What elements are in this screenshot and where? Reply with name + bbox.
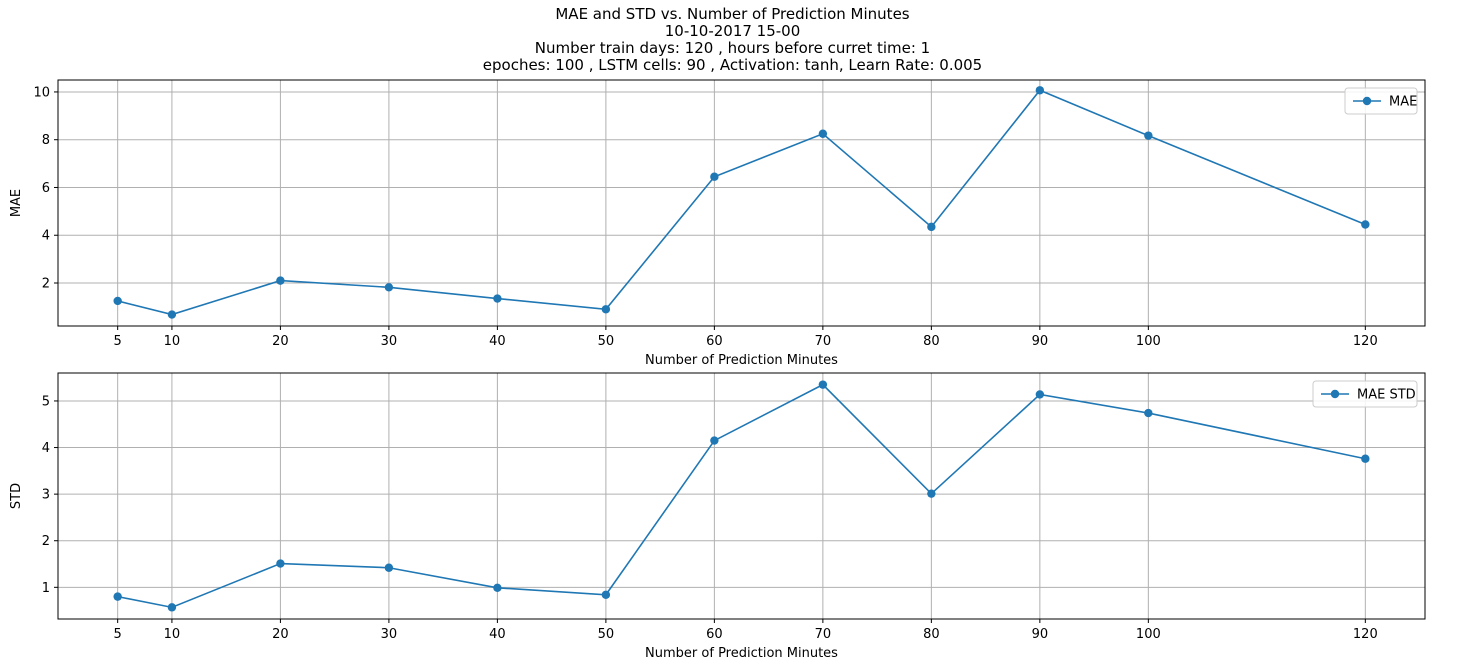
y-tick-label: 4 — [42, 229, 50, 244]
x-tick-label: 20 — [272, 627, 289, 642]
data-point — [276, 276, 285, 285]
x-tick-label: 70 — [815, 627, 832, 642]
data-point — [710, 436, 719, 445]
data-point — [601, 305, 611, 314]
x-tick-label: 100 — [1136, 334, 1161, 349]
y-tick-label: 1 — [42, 581, 50, 596]
x-tick-label: 10 — [164, 334, 181, 349]
data-point — [927, 489, 936, 498]
legend-label: MAE — [1389, 95, 1417, 110]
x-tick-label: 100 — [1136, 627, 1161, 642]
legend: MAE — [1344, 87, 1418, 115]
title-line-4: epoches: 100 , LSTM cells: 90 , Activati… — [482, 56, 983, 74]
x-axis-label: Number of Prediction Minutes — [645, 646, 838, 661]
axes-frame — [57, 79, 1426, 327]
legend-marker — [1330, 389, 1340, 399]
series-line — [117, 383, 1366, 609]
x-tick-label: 40 — [489, 334, 506, 349]
legend-label: MAE STD — [1357, 388, 1416, 403]
data-point — [1361, 454, 1370, 463]
data-point — [1144, 408, 1153, 418]
y-tick-label: 10 — [33, 85, 50, 100]
x-tick-label: 60 — [706, 334, 723, 349]
title-line-3: Number train days: 120 , hours before cu… — [534, 39, 931, 57]
y-axis-label: MAE — [9, 189, 24, 217]
series-line — [117, 89, 1366, 316]
data-point — [113, 592, 122, 601]
legend-marker — [1362, 96, 1372, 106]
x-tick-label: 5 — [114, 334, 122, 349]
data-point — [818, 380, 828, 389]
x-tick-label: 60 — [706, 627, 723, 642]
title-line-2: 10-10-2017 15-00 — [664, 22, 801, 40]
data-point — [167, 310, 177, 319]
x-tick-label: 10 — [164, 627, 181, 642]
x-tick-label: 90 — [1032, 334, 1049, 349]
x-tick-label: 120 — [1353, 334, 1378, 349]
y-tick-label: 4 — [42, 441, 50, 456]
x-tick-label: 90 — [1032, 627, 1049, 642]
x-tick-label: 40 — [489, 627, 506, 642]
y-tick-label: 3 — [42, 488, 50, 503]
subplot-1: 5 10 20 30 40 50 60 70 80 90 100 120 2 4 6 8 10 Number of… — [9, 79, 1426, 368]
title-line-1: MAE and STD vs. Number of Prediction Min… — [555, 5, 910, 23]
x-tick-label: 80 — [923, 627, 940, 642]
y-tick-label: 6 — [42, 181, 50, 196]
data-point — [493, 294, 502, 303]
x-tick-label: 70 — [815, 334, 832, 349]
x-tick-label: 5 — [114, 627, 122, 642]
y-axis-label: STD — [9, 483, 24, 509]
data-point — [113, 296, 122, 306]
data-point — [1035, 86, 1045, 95]
y-tick-label: 2 — [42, 277, 50, 292]
data-point — [276, 559, 285, 568]
subplot-2: 5 10 20 30 40 50 60 70 80 90 100 120 1 2 3 4 5 Number of … — [9, 372, 1426, 661]
data-point — [384, 283, 394, 292]
y-tick-label: 2 — [42, 534, 50, 549]
y-tick-label: 5 — [42, 394, 50, 409]
data-point — [1361, 220, 1370, 229]
data-point — [818, 129, 828, 138]
axes-frame — [57, 372, 1426, 620]
data-point — [384, 563, 394, 572]
figure-title: MAE and STD vs. Number of Prediction Min… — [0, 6, 1465, 74]
y-tick-label: 8 — [42, 133, 50, 148]
x-axis-label: Number of Prediction Minutes — [645, 353, 838, 368]
x-tick-label: 30 — [381, 627, 398, 642]
x-tick-label: 120 — [1353, 627, 1378, 642]
data-point — [167, 603, 177, 612]
x-tick-label: 20 — [272, 334, 289, 349]
x-tick-label: 50 — [598, 334, 615, 349]
data-point — [601, 590, 611, 599]
data-point — [927, 222, 936, 232]
x-tick-label: 30 — [381, 334, 398, 349]
legend-box — [1312, 380, 1418, 408]
data-point — [710, 172, 719, 181]
data-point — [493, 583, 502, 592]
x-tick-label: 80 — [923, 334, 940, 349]
data-point — [1144, 131, 1153, 140]
data-point — [1035, 390, 1045, 399]
legend: MAE STD — [1312, 380, 1418, 408]
x-tick-label: 50 — [598, 627, 615, 642]
